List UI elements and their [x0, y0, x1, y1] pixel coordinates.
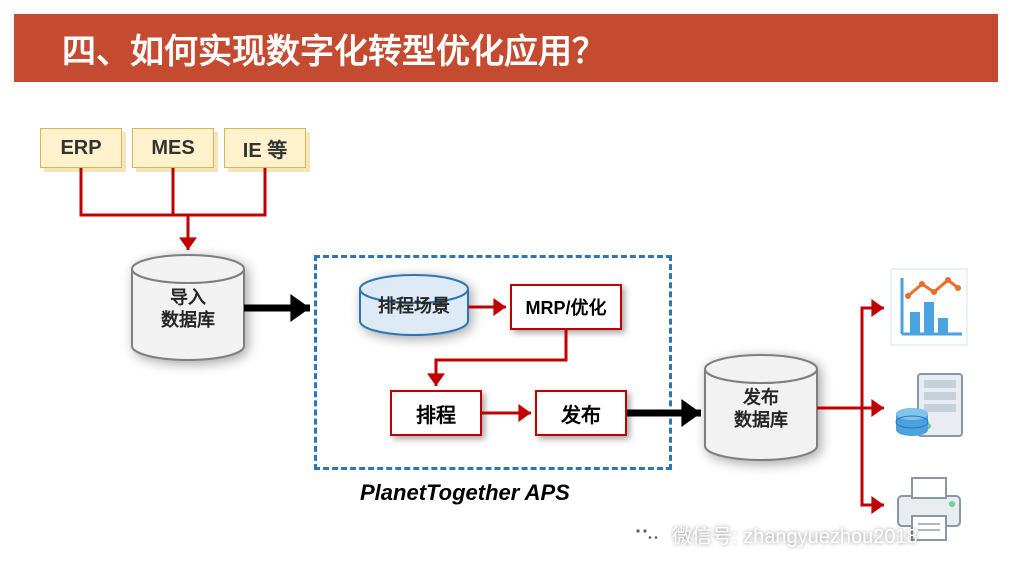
source-box-ie: IE 等 [224, 128, 306, 168]
cylinder-publish_db: 发布数据库 [699, 349, 823, 474]
arrow-pubdb-out [817, 308, 884, 505]
aps-caption: PlanetTogether APS [360, 480, 570, 506]
wechat-icon [630, 521, 664, 549]
slide-title: 四、如何实现数字化转型优化应用？ [62, 24, 606, 73]
slide-title-band: 四、如何实现数字化转型优化应用？ [14, 14, 998, 82]
svg-text:数据库: 数据库 [734, 409, 788, 430]
arrow-src-to-db [81, 168, 265, 250]
watermark-text: 微信号: zhangyuezhou2018 [672, 520, 918, 549]
output-chart-icon [890, 268, 968, 346]
box-mrp: MRP/优化 [510, 284, 622, 330]
svg-text:数据库: 数据库 [161, 309, 215, 330]
source-box-erp: ERP [40, 128, 122, 168]
cylinder-scene: 排程场景 [354, 269, 474, 349]
wechat-watermark: 微信号: zhangyuezhou2018 [630, 520, 918, 549]
output-server-icon [890, 368, 968, 446]
cylinder-import_db: 导入数据库 [126, 249, 250, 374]
box-publish: 发布 [535, 390, 627, 436]
svg-text:排程场景: 排程场景 [378, 295, 450, 316]
box-schedule: 排程 [390, 390, 482, 436]
source-box-mes: MES [132, 128, 214, 168]
diagram-canvas: 四、如何实现数字化转型优化应用？ ERPMESIE 等 PlanetTogeth… [0, 0, 1012, 571]
svg-text:发布: 发布 [742, 387, 779, 408]
svg-text:导入: 导入 [170, 288, 206, 308]
